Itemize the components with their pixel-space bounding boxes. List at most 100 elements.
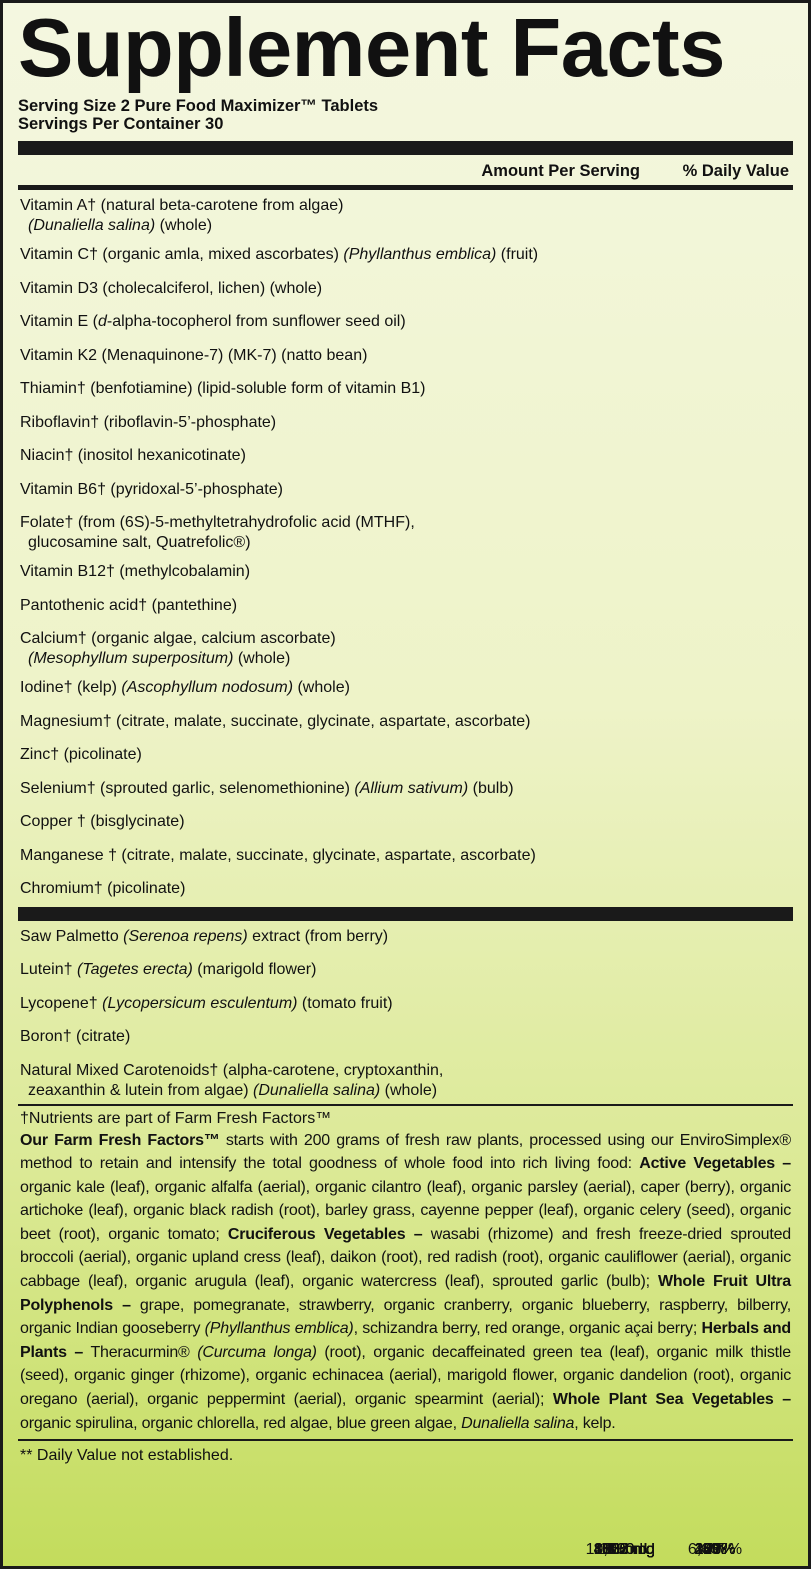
nutrient-list: Vitamin A† (natural beta-carotene from a… (18, 190, 793, 1559)
text: Niacin† (inositol hexanicotinate) (20, 447, 246, 464)
text: Calcium† (organic algae, calcium ascorba… (20, 630, 336, 647)
nutrient-name: Zinc† (picolinate) (18, 739, 793, 765)
amount: 1000 IU (598, 1541, 655, 1558)
text: Boron† (citrate) (20, 1028, 131, 1045)
nutrient-name: Manganese † (citrate, malate, succinate,… (18, 840, 793, 866)
dv-header: % Daily Value (682, 162, 789, 180)
italic-text: (Phyllanthus emblica) (343, 246, 497, 263)
nutrient-row: Vitamin C† (organic amla, mixed ascorbat… (18, 239, 793, 1558)
nutrient-row: Magnesium† (citrate, malate, succinate, … (18, 706, 793, 1559)
amount: 25 mg (610, 1541, 655, 1558)
text: (bulb) (468, 779, 514, 797)
name-line: Lycopene† (Lycopersicum esculentum) (tom… (20, 994, 793, 1014)
text: Riboflavin† (riboflavin-5’-phosphate) (20, 413, 277, 431)
amount-header: Amount Per Serving (481, 162, 640, 180)
nutrient-row: Lutein† (Tagetes erecta) (marigold flowe… (18, 954, 793, 1558)
nutrient-name: Iodine† (kelp) (Ascophyllum nodosum) (wh… (18, 672, 793, 698)
text: , schizandra berry, red orange, organic … (353, 1320, 702, 1338)
daily-value: 100% (694, 1541, 736, 1558)
daily-value: 200% (694, 1541, 736, 1558)
daily-value: 6,667% (687, 1541, 743, 1558)
nutrient-name: Vitamin E (d-alpha-tocopherol from sunfl… (18, 306, 793, 332)
text: Vitamin K2 (Menaquinone-7) (MK-7) (natto… (20, 346, 368, 364)
nutrient-row: Vitamin A† (natural beta-carotene from a… (18, 190, 793, 1558)
amount: 1.5 mg (606, 1541, 655, 1558)
text: (whole) (233, 650, 291, 667)
name-line: Folate† (from (6S)-5-methyltetrahydrofol… (20, 513, 793, 533)
italic-text: (Dunaliella salina) (253, 1081, 381, 1099)
italic-text: (Curcuma longa) (197, 1343, 317, 1361)
amount: 10 mg (610, 1541, 655, 1558)
amount: 30 IU (616, 1541, 655, 1558)
nutrient-row: Vitamin B6† (pyridoxal-5’-phosphate) 2.5 … (18, 474, 793, 1559)
nutrient-row: Saw Palmetto (Serenoa repens) extract (f… (18, 921, 793, 1559)
daily-value: ** (708, 1541, 722, 1558)
text: (whole) (155, 217, 213, 234)
bold-text: Whole Plant Sea Vegetables – (552, 1391, 791, 1409)
italic-text: (Tagetes erecta) (76, 961, 193, 978)
italic-text: (Phyllanthus emblica) (204, 1320, 354, 1338)
nutrient-name: Copper † (bisglycinate) (18, 806, 793, 832)
text: (fruit) (496, 246, 539, 263)
ingredient-paragraph: Our Farm Fresh Factors™ starts with 200 … (18, 1129, 793, 1436)
amount: 2 mg (619, 1541, 655, 1558)
nutrient-row: Niacin† (inositol hexanicotinate) 25 mg 12… (18, 440, 793, 1558)
other-ingredients: Saw Palmetto (Serenoa repens) extract (f… (18, 921, 793, 1559)
daily-value: 100% (694, 1541, 736, 1558)
amount: 2 mg (619, 1541, 655, 1558)
nutrient-row: Manganese † (citrate, malate, succinate,… (18, 840, 793, 1559)
text: (marigold flower) (192, 961, 317, 978)
nutrient-name: Vitamin B12† (methylcobalamin) (18, 556, 793, 582)
daily-value: 147% (694, 1541, 736, 1558)
text: (whole) (293, 679, 350, 696)
name-line: Manganese † (citrate, malate, succinate,… (20, 846, 793, 866)
name-line: Thiamin† (benfotiamine) (lipid-soluble f… (20, 379, 793, 399)
text: (tomato fruit) (297, 994, 393, 1012)
name-line: Riboflavin† (riboflavin-5’-phosphate) (20, 413, 793, 433)
nutrient-row: Thiamin† (benfotiamine) (lipid-soluble f… (18, 373, 793, 1558)
text: Manganese † (citrate, malate, succinate,… (20, 846, 536, 864)
text: Lycopene† (20, 994, 103, 1012)
daily-value: 200% (694, 1541, 736, 1558)
nutrient-name: Lutein† (Tagetes erecta) (marigold flowe… (18, 954, 793, 980)
daily-value: ** (708, 1541, 722, 1558)
text: Vitamin E ( (20, 313, 98, 330)
text: extract (from berry) (247, 927, 389, 945)
amount: 2.5 mg (606, 1541, 655, 1558)
text: Lutein† (20, 961, 77, 978)
nutrient-row: Iodine† (kelp) (Ascophyllum nodosum) (wh… (18, 672, 793, 1558)
text: Vitamin C† (organic amla, mixed ascorbat… (20, 246, 344, 263)
name-line: Magnesium† (citrate, malate, succinate, … (20, 712, 793, 732)
name-line: Vitamin K2 (Menaquinone-7) (MK-7) (natto… (20, 346, 793, 366)
daily-value: 100% (694, 1541, 736, 1558)
nutrient-name: Magnesium† (citrate, malate, succinate, … (18, 706, 793, 732)
daily-value: 125% (694, 1541, 736, 1558)
nutrient-row: Lycopene† (Lycopersicum esculentum) (tom… (18, 988, 793, 1559)
name-line: Vitamin E (d-alpha-tocopherol from sunfl… (20, 312, 793, 332)
italic-text: d (97, 313, 107, 330)
amount: 25 mg (610, 1541, 655, 1558)
name-line: Vitamin D3 (cholecalciferol, lichen) (wh… (20, 279, 793, 299)
nutrient-name: Vitamin B6† (pyridoxal-5’-phosphate) (18, 474, 793, 500)
name-line: (Dunaliella salina) (whole) (20, 216, 793, 236)
name-line: Vitamin C† (organic amla, mixed ascorbat… (20, 245, 793, 265)
name-line: Iodine† (kelp) (Ascophyllum nodosum) (wh… (20, 678, 793, 698)
amount: 2 mg (619, 1541, 655, 1558)
daily-value: 447% (694, 1541, 736, 1558)
nutrient-name: Riboflavin† (riboflavin-5’-phosphate) (18, 407, 793, 433)
text: Folate† (from (6S)-5-methyltetrahydrofol… (20, 514, 415, 531)
daily-value: 143% (694, 1541, 736, 1558)
daily-value: 6% (703, 1541, 727, 1558)
text: Theracurmin® (83, 1343, 198, 1361)
text: (whole) (380, 1081, 438, 1099)
nutrient-row: Vitamin D3 (cholecalciferol, lichen) (wh… (18, 273, 793, 1559)
bold-text: Active Vegetables – (639, 1155, 791, 1173)
name-line: Vitamin B6† (pyridoxal-5’-phosphate) (20, 480, 793, 500)
text: Vitamin B6† (pyridoxal-5’-phosphate) (20, 480, 283, 498)
servings-per-container: Servings Per Container 30 (18, 115, 224, 133)
amount: 150 mcg (593, 1541, 655, 1558)
text: Zinc† (picolinate) (20, 746, 142, 763)
name-line: Calcium† (organic algae, calcium ascorba… (20, 629, 793, 649)
italic-text: (Dunaliella salina) (28, 217, 156, 234)
text: -alpha-tocopherol from sunflower seed oi… (106, 313, 406, 330)
